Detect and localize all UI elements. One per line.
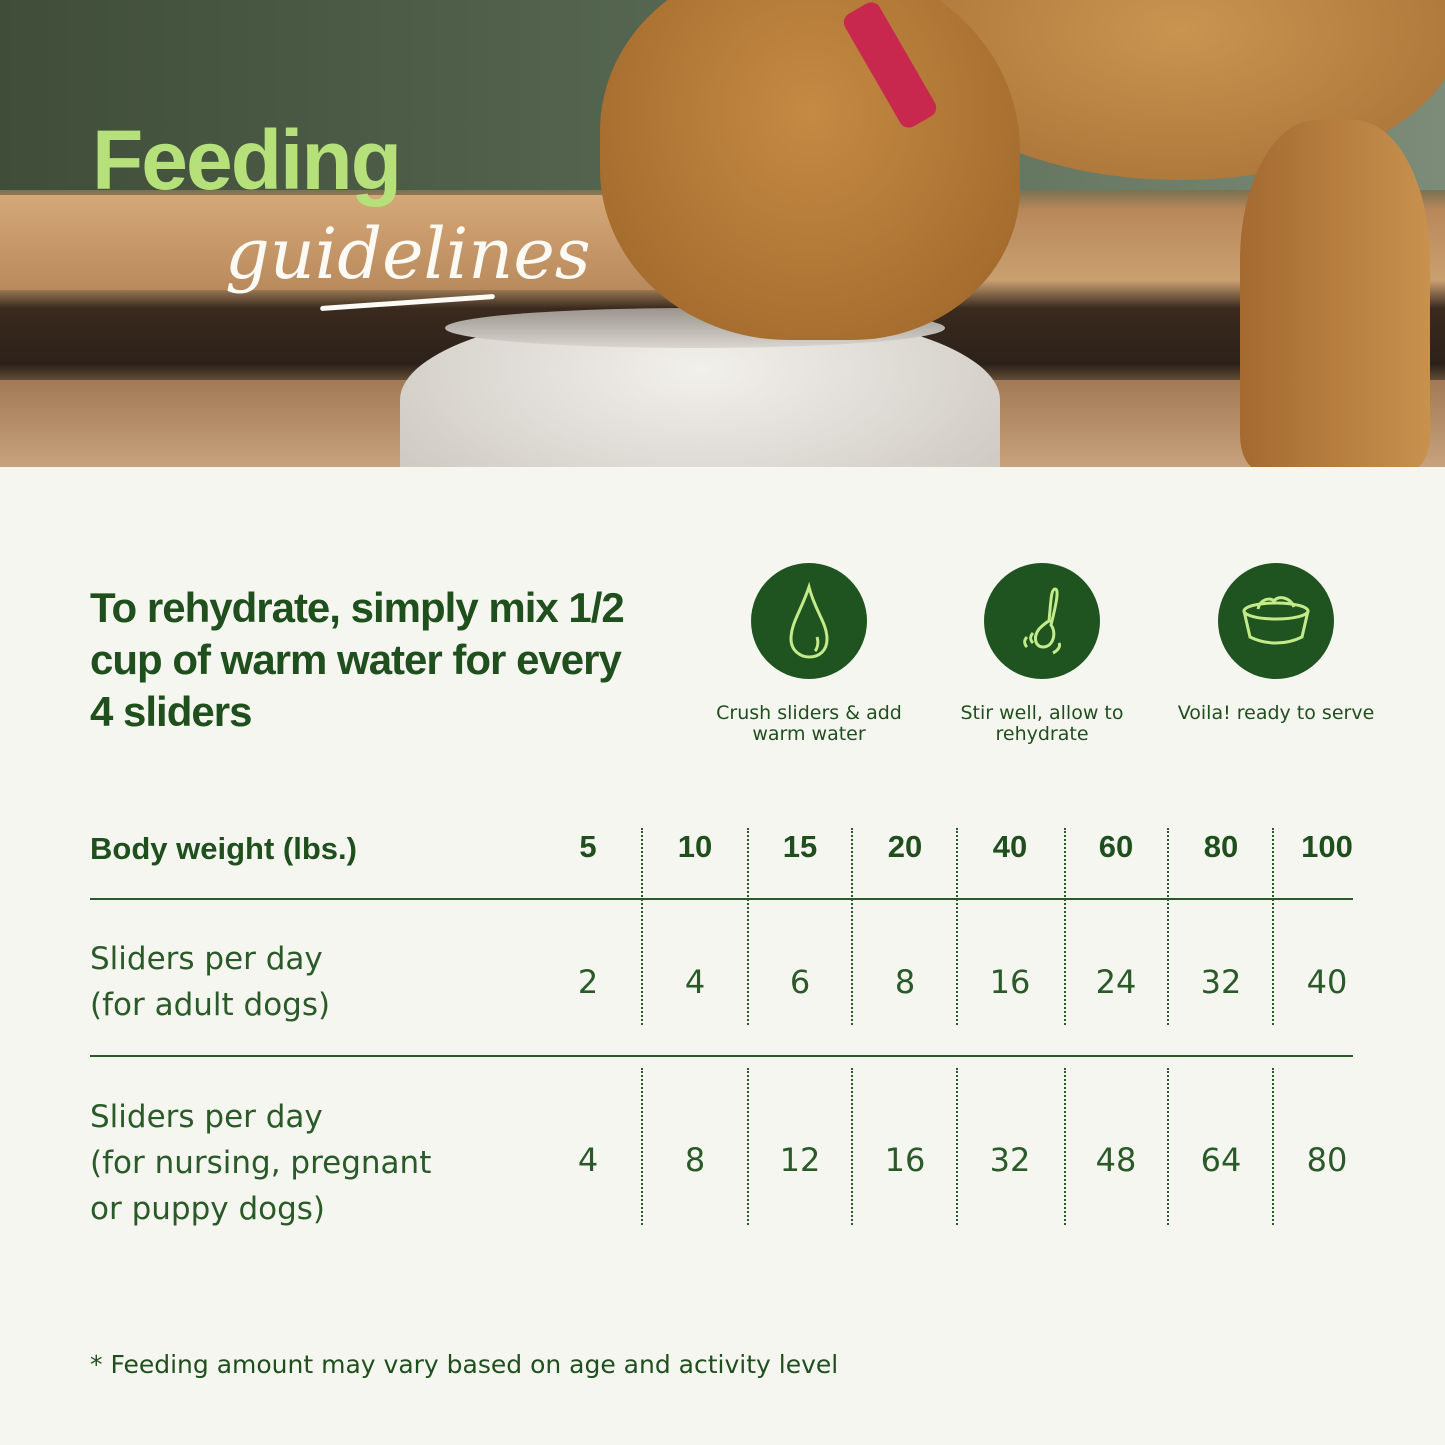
column-separator [851, 828, 853, 1025]
sliders-value-cell: 32 [989, 1141, 1031, 1179]
column-separator [956, 828, 958, 1025]
step-label: Voila! ready to serve [1177, 702, 1375, 724]
adult-row-label: Sliders per day (for adult dogs) [90, 936, 330, 1028]
column-separator [956, 1068, 958, 1225]
footnote: * Feeding amount may vary based on age a… [90, 1350, 839, 1379]
weight-header-cell: 60 [1098, 829, 1134, 864]
sliders-value-cell: 80 [1306, 1141, 1348, 1179]
sliders-value-cell: 6 [789, 963, 811, 1001]
title-guidelines: guidelines [225, 213, 591, 295]
water-drop-icon [751, 563, 867, 679]
column-separator [747, 828, 749, 1025]
sliders-value-cell: 8 [684, 1141, 706, 1179]
sliders-value-cell: 8 [894, 963, 916, 1001]
hero-photo: Feeding guidelines [0, 0, 1445, 467]
column-separator [641, 828, 643, 1025]
sliders-value-cell: 64 [1200, 1141, 1242, 1179]
title-underline [320, 293, 495, 312]
column-separator [747, 1068, 749, 1225]
step-stir: Stir well, allow to rehydrate [932, 563, 1152, 745]
column-separator [1064, 828, 1066, 1025]
sliders-value-cell: 16 [989, 963, 1031, 1001]
column-separator [1064, 1068, 1066, 1225]
row-label-line: (for adult dogs) [90, 987, 331, 1023]
title-feeding: Feeding [92, 113, 402, 207]
row-divider [90, 1055, 1353, 1057]
sliders-value-cell: 40 [1306, 963, 1348, 1001]
food-bowl-icon [1218, 563, 1334, 679]
rehydrate-instructions: To rehydrate, simply mix 1/2 cup of warm… [90, 584, 625, 735]
column-separator [1167, 828, 1169, 1025]
column-separator [1272, 828, 1274, 1025]
sliders-value-cell: 4 [684, 963, 706, 1001]
sliders-value-cell: 32 [1200, 963, 1242, 1001]
dog-leg [1240, 120, 1430, 467]
weight-header-cell: 5 [579, 829, 597, 864]
spoon-stir-icon [984, 563, 1100, 679]
column-separator [1167, 1068, 1169, 1225]
row-label-line: or puppy dogs) [90, 1191, 326, 1227]
sliders-value-cell: 4 [577, 1141, 599, 1179]
row-label-line: (for nursing, pregnant [90, 1145, 432, 1181]
puppy-row-label: Sliders per day (for nursing, pregnant o… [90, 1094, 431, 1232]
header-divider [90, 898, 1353, 900]
weight-header-cell: 80 [1203, 829, 1239, 864]
weight-header-cell: 100 [1301, 829, 1353, 864]
sliders-value-cell: 24 [1095, 963, 1137, 1001]
weight-header-cell: 15 [782, 829, 818, 864]
step-serve: Voila! ready to serve [1166, 563, 1386, 724]
step-label: Crush sliders & add warm water [716, 702, 902, 745]
step-label: Stir well, allow to rehydrate [960, 702, 1124, 745]
column-separator [851, 1068, 853, 1225]
sliders-value-cell: 16 [884, 1141, 926, 1179]
dog-head [600, 0, 1020, 340]
weight-header-cell: 10 [677, 829, 713, 864]
sliders-value-cell: 48 [1095, 1141, 1137, 1179]
body-weight-header: Body weight (lbs.) [90, 831, 357, 866]
weight-header-cell: 20 [887, 829, 923, 864]
sliders-value-cell: 2 [577, 963, 599, 1001]
step-crush: Crush sliders & add warm water [699, 563, 919, 745]
row-label-line: Sliders per day [90, 1099, 323, 1135]
column-separator [641, 1068, 643, 1225]
row-label-line: Sliders per day [90, 941, 323, 977]
column-separator [1272, 1068, 1274, 1225]
weight-header-cell: 40 [992, 829, 1028, 864]
sliders-value-cell: 12 [779, 1141, 821, 1179]
